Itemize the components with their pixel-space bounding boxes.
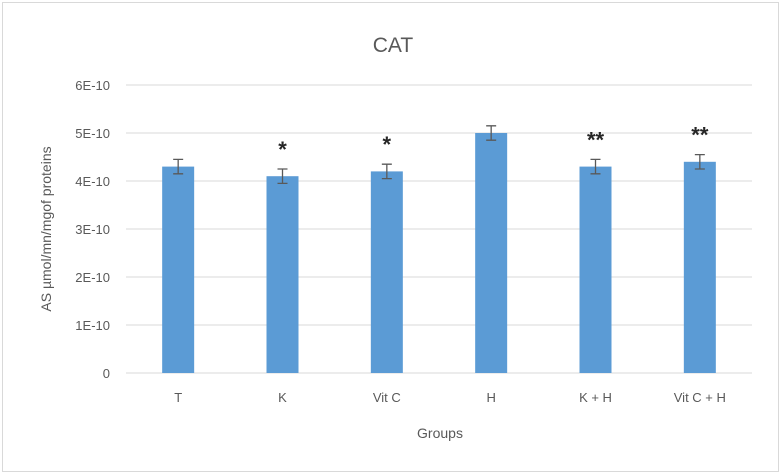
- bar: [162, 166, 195, 373]
- x-axis-title: Groups: [417, 425, 463, 441]
- error-bar: [486, 125, 497, 141]
- bar: [370, 171, 403, 373]
- error-bar: [173, 158, 184, 175]
- x-tick-label: K: [278, 390, 287, 405]
- bar: [266, 176, 299, 373]
- x-tick-label: Vit C + H: [674, 390, 726, 405]
- y-axis-title: AS µmol/mn/mgof proteins: [38, 146, 54, 311]
- error-bar: [590, 158, 601, 175]
- error-bar: [277, 168, 288, 185]
- y-tick-label: 5E-10: [75, 126, 110, 141]
- error-bar: [381, 163, 392, 180]
- y-tick-label: 2E-10: [75, 270, 110, 285]
- y-tick-label: 1E-10: [75, 318, 110, 333]
- y-tick-label: 4E-10: [75, 174, 110, 189]
- x-tick-label: K + H: [579, 390, 612, 405]
- chart-title: CAT: [373, 34, 414, 57]
- gridlines: [126, 84, 752, 374]
- bar: [683, 161, 716, 373]
- bar: [579, 166, 612, 373]
- significance-marker: *: [278, 137, 287, 162]
- bars: * * ** **: [162, 123, 716, 373]
- x-tick-label: T: [174, 390, 182, 405]
- y-tick-label: 6E-10: [75, 78, 110, 93]
- significance-marker: *: [383, 132, 392, 157]
- significance-marker: **: [587, 127, 605, 152]
- y-tick-label: 0: [103, 366, 110, 381]
- error-bar: [694, 153, 705, 170]
- x-tick-label: H: [486, 390, 495, 405]
- bar: [475, 133, 508, 373]
- significance-marker: **: [691, 123, 709, 148]
- x-axis-ticks: T K Vit C H K + H Vit C + H: [174, 390, 726, 405]
- y-tick-label: 3E-10: [75, 222, 110, 237]
- x-tick-label: Vit C: [373, 390, 401, 405]
- y-axis-ticks: 0 1E-10 2E-10 3E-10 4E-10 5E-10 6E-10: [75, 78, 110, 381]
